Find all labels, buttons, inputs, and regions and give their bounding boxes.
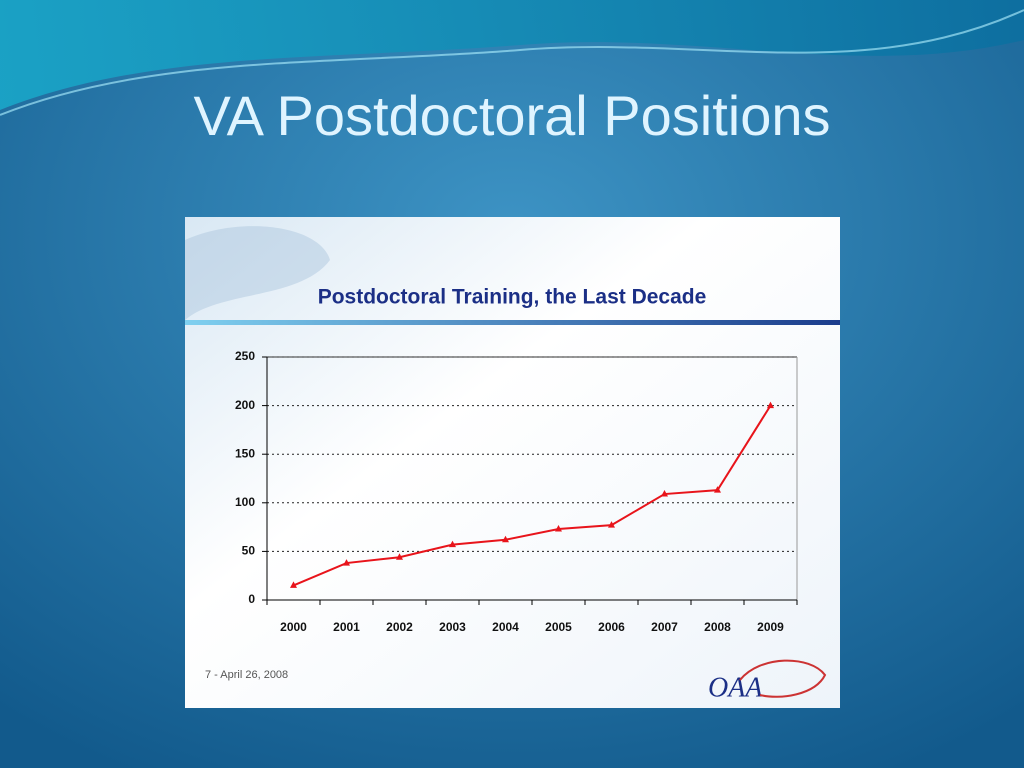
- x-tick-label: 2009: [757, 620, 784, 634]
- x-tick-label: 2008: [704, 620, 731, 634]
- data-line: [293, 405, 772, 587]
- decoration: [185, 226, 330, 320]
- logo-swoosh: [739, 659, 827, 698]
- slide-title: VA Postdoctoral Positions: [193, 84, 830, 147]
- x-tick-label: 2004: [492, 620, 519, 634]
- data-point: [396, 553, 403, 560]
- data-point: [608, 521, 615, 528]
- data-point: [661, 490, 668, 497]
- footer: 7 - April 26, 2008: [205, 669, 288, 681]
- chart-panel: Postdoctoral Training, the Last Decade 7…: [185, 217, 840, 708]
- chart-title: Postdoctoral Training, the Last Decade: [318, 286, 707, 309]
- x-tick-label: 2003: [439, 620, 466, 634]
- data-point: [502, 535, 509, 543]
- data-point: [714, 486, 721, 493]
- x-tick-label: 2007: [651, 620, 678, 634]
- title-rule: [185, 320, 840, 325]
- x-tick-label: 2002: [386, 620, 413, 634]
- x-tick-label: 2000: [280, 620, 307, 634]
- y-tick-label: 0: [248, 592, 255, 606]
- y-tick-label: 150: [235, 446, 255, 460]
- y-tick-label: 100: [235, 495, 255, 509]
- data-point: [555, 525, 562, 532]
- x-tick-label: 2006: [598, 620, 625, 634]
- y-tick-label: 50: [242, 544, 256, 558]
- x-tick-label: 2001: [333, 620, 360, 634]
- y-tick-label: 200: [235, 398, 255, 412]
- chart-background: [185, 217, 840, 708]
- data-point: [290, 581, 297, 588]
- header-wave: [0, 0, 1024, 110]
- data-point: [343, 559, 350, 566]
- y-tick-label: 250: [235, 349, 255, 363]
- data-point: [767, 401, 774, 409]
- x-tick-label: 2005: [545, 620, 572, 634]
- logo: OAA: [708, 672, 763, 703]
- data-point: [449, 540, 456, 548]
- wave-line: [0, 9, 1024, 116]
